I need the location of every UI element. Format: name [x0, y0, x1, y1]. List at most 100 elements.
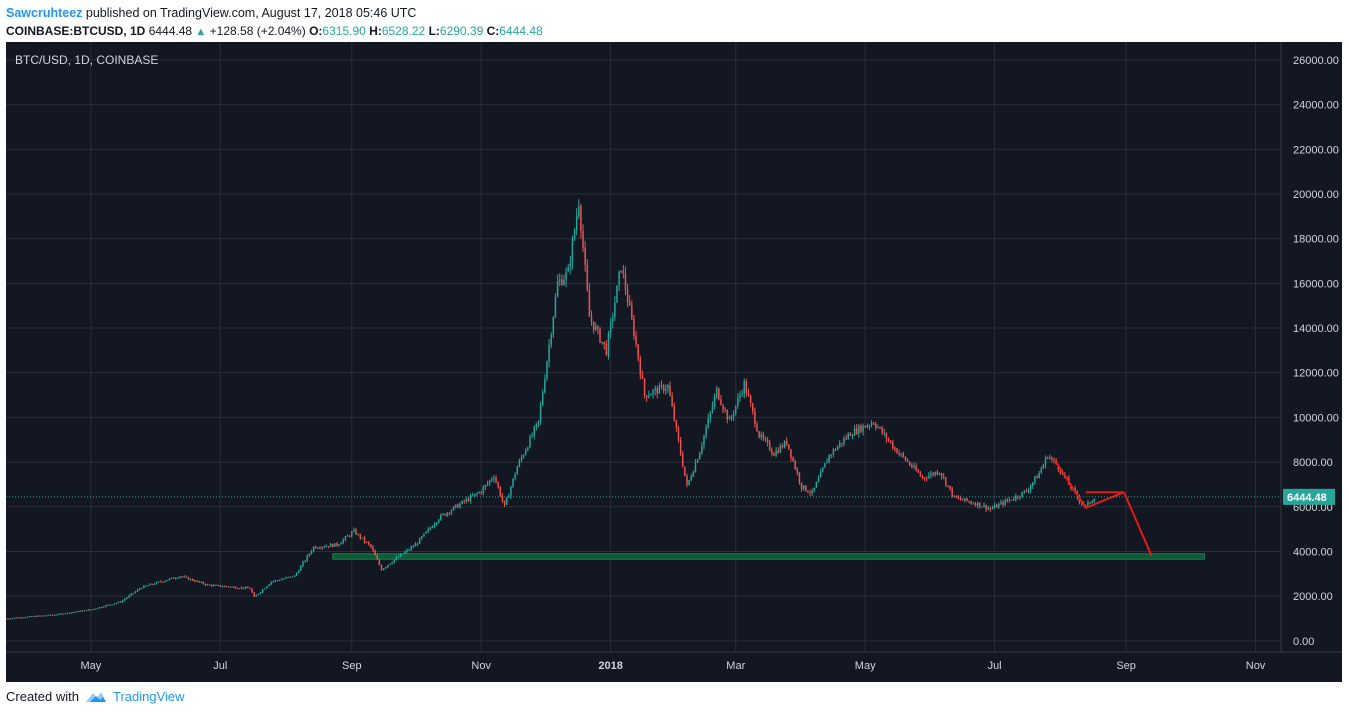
candle-body [68, 612, 71, 614]
candle-body [158, 581, 160, 583]
candle-body [541, 392, 544, 405]
grid [6, 42, 1281, 652]
candle-body [883, 432, 886, 434]
candle-body [781, 445, 784, 448]
candle-body [855, 428, 858, 434]
candle-body [696, 459, 699, 463]
candle-body [675, 420, 678, 428]
candle-body [217, 584, 219, 586]
candle-body [1012, 499, 1015, 501]
candle-body [408, 549, 410, 551]
time-tick-label: Jul [213, 660, 227, 672]
candle-body [525, 450, 527, 455]
tradingview-logo-icon [85, 691, 106, 702]
candle-body [819, 471, 822, 478]
tradingview-link[interactable]: TradingView [112, 689, 185, 704]
candle-body [802, 485, 805, 489]
candle-body [508, 495, 510, 498]
candle-body [766, 439, 769, 443]
candles [5, 199, 1096, 620]
candle-body [459, 503, 461, 508]
candle-body [115, 602, 118, 604]
candle-body [247, 587, 249, 589]
candle-body [399, 553, 402, 557]
candle-body [287, 577, 289, 579]
candle-body [609, 321, 612, 334]
candle-body [7, 618, 9, 620]
price-chart[interactable]: 0.002000.004000.006000.008000.0010000.00… [5, 42, 1342, 682]
candle-body [304, 560, 306, 562]
candle-body [1046, 457, 1049, 459]
candle-body [312, 546, 315, 552]
candle-body [96, 608, 98, 610]
candle-body [898, 453, 900, 455]
candle-body [849, 433, 852, 436]
candle-body [529, 436, 531, 448]
candle-body [669, 384, 671, 396]
candle-body [368, 542, 370, 545]
chart-container[interactable]: 0.00 2000.00 4000.00 6000.00 8000.00 10000.00… [5, 42, 1342, 682]
candle-body [947, 485, 949, 487]
candle-body [872, 423, 875, 425]
candle-body [582, 230, 584, 248]
candle-body [211, 584, 213, 586]
candle-body [355, 529, 357, 535]
candle-body [41, 615, 43, 617]
candle-body [743, 381, 746, 394]
candle-body [75, 611, 77, 613]
candle-body [433, 524, 436, 527]
candle-body [940, 473, 943, 477]
candle-body [635, 336, 637, 345]
candle-body [348, 535, 351, 537]
candle-body [900, 453, 903, 455]
candle-body [230, 586, 232, 588]
candle-body [832, 449, 835, 455]
candle-body [1036, 476, 1038, 479]
candle-body [153, 584, 156, 586]
candle-body [930, 473, 932, 476]
candle-body [968, 501, 970, 503]
candle-body [862, 425, 864, 432]
candle-body [578, 206, 580, 217]
symbol-label: COINBASE:BTCUSD, 1D [6, 24, 146, 38]
candle-body [656, 388, 659, 394]
candle-body [276, 580, 279, 582]
candle-body [906, 460, 909, 462]
candle-body [993, 504, 996, 508]
candle-body [174, 578, 177, 580]
candle-body [474, 493, 476, 496]
candle-body [232, 586, 234, 588]
low-value: 6290.39 [439, 24, 484, 38]
candle-body [514, 474, 516, 479]
candle-body [800, 482, 803, 489]
candle-body [794, 461, 796, 470]
candle-body [518, 460, 521, 467]
candle-body [730, 416, 733, 419]
candle-body [219, 585, 222, 587]
candle-body [550, 334, 552, 345]
candle-body [64, 613, 67, 615]
candle-body [187, 577, 190, 580]
candle-body [694, 462, 697, 472]
candle-body [51, 614, 54, 616]
candle-body [981, 506, 983, 508]
candle-body [974, 503, 977, 506]
candle-body [641, 374, 644, 379]
candle-body [1091, 500, 1093, 503]
candle-body [384, 567, 387, 569]
candle-body [20, 617, 22, 619]
candle-body [544, 379, 546, 393]
candle-body [979, 502, 981, 507]
time-tick-label: May [855, 660, 876, 672]
author-link[interactable]: Sawcruhteez [6, 6, 83, 20]
candle-body [331, 544, 334, 547]
candle-body [811, 490, 813, 494]
time-axis[interactable]: May Jul Sep Nov 2018 Mar May Jul Sep Nov [80, 660, 1265, 672]
time-tick-label: Nov [1246, 660, 1266, 672]
close-value: 6444.48 [499, 24, 543, 38]
candle-body [1093, 499, 1096, 501]
candle-body [573, 229, 576, 240]
price-tick-label: 2000.00 [1293, 591, 1333, 603]
candle-body [225, 586, 228, 588]
candle-body [446, 512, 449, 516]
